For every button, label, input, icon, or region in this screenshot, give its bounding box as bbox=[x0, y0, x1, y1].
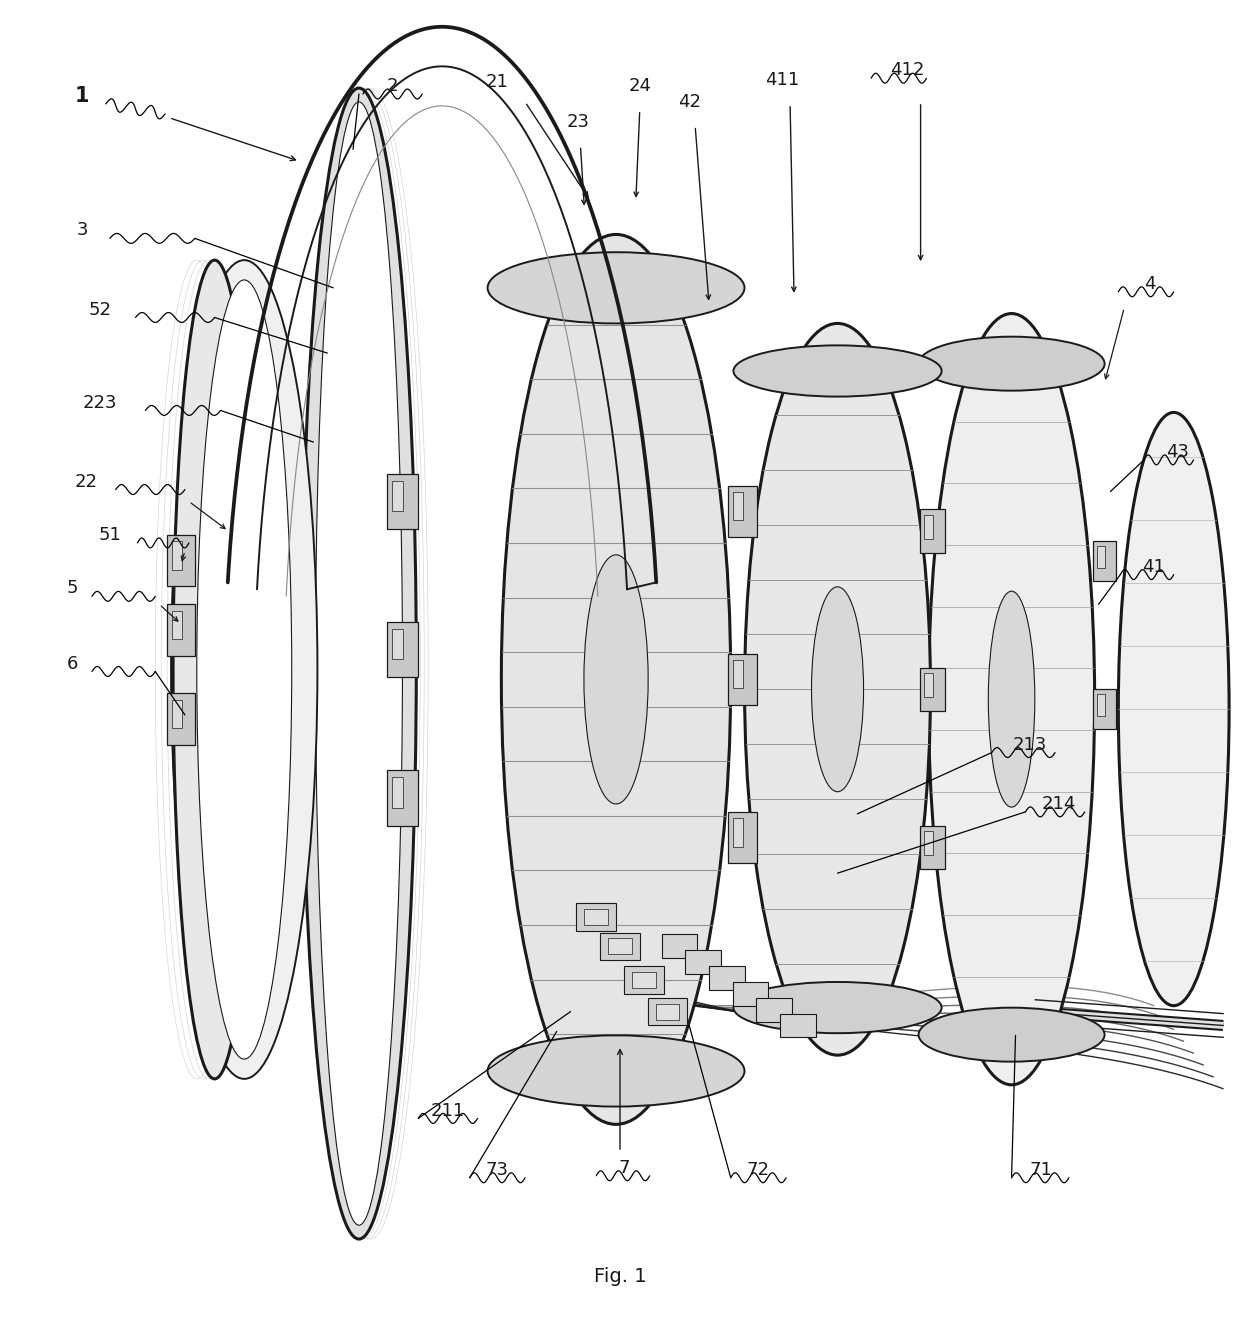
Text: 23: 23 bbox=[567, 112, 590, 131]
Bar bbox=[392, 629, 403, 659]
Text: 3: 3 bbox=[77, 221, 88, 240]
Ellipse shape bbox=[811, 586, 863, 791]
Ellipse shape bbox=[1118, 412, 1229, 1006]
Bar bbox=[920, 826, 945, 869]
Ellipse shape bbox=[487, 1035, 744, 1106]
Ellipse shape bbox=[919, 1008, 1105, 1062]
Bar bbox=[780, 1014, 816, 1038]
Bar bbox=[1097, 694, 1105, 716]
Text: 24: 24 bbox=[629, 78, 651, 95]
Text: 72: 72 bbox=[746, 1161, 770, 1178]
Text: 73: 73 bbox=[486, 1161, 508, 1178]
Ellipse shape bbox=[197, 280, 291, 1059]
Bar bbox=[728, 811, 758, 864]
Text: 22: 22 bbox=[74, 473, 98, 490]
Text: 51: 51 bbox=[98, 526, 122, 544]
Bar bbox=[686, 951, 720, 973]
Bar bbox=[1097, 546, 1105, 568]
Text: 412: 412 bbox=[889, 62, 924, 79]
Bar bbox=[756, 998, 792, 1022]
Ellipse shape bbox=[201, 528, 228, 811]
Bar bbox=[167, 604, 195, 656]
Bar bbox=[584, 909, 608, 925]
Bar bbox=[387, 623, 418, 678]
Bar bbox=[661, 935, 697, 959]
Bar bbox=[387, 474, 418, 529]
Ellipse shape bbox=[487, 252, 744, 324]
Bar bbox=[924, 514, 934, 538]
Bar bbox=[733, 981, 769, 1006]
Ellipse shape bbox=[929, 313, 1095, 1085]
Text: 214: 214 bbox=[1042, 795, 1076, 813]
Text: 213: 213 bbox=[1012, 735, 1047, 754]
Ellipse shape bbox=[171, 260, 317, 1079]
Bar bbox=[733, 660, 743, 688]
Text: 411: 411 bbox=[765, 71, 800, 90]
Bar bbox=[167, 694, 195, 744]
Bar bbox=[167, 536, 195, 586]
Text: 223: 223 bbox=[83, 394, 117, 411]
Bar bbox=[920, 668, 945, 711]
Bar bbox=[924, 832, 934, 856]
Text: Fig. 1: Fig. 1 bbox=[594, 1267, 646, 1287]
Bar bbox=[1092, 690, 1116, 728]
Bar bbox=[600, 932, 640, 960]
Bar bbox=[728, 653, 758, 706]
Bar bbox=[632, 972, 656, 988]
Ellipse shape bbox=[919, 336, 1105, 391]
Bar bbox=[924, 674, 934, 696]
Bar bbox=[733, 818, 743, 846]
Text: 71: 71 bbox=[1029, 1161, 1053, 1178]
Bar bbox=[387, 770, 418, 826]
Ellipse shape bbox=[733, 345, 941, 396]
Text: 42: 42 bbox=[678, 92, 701, 111]
Text: 41: 41 bbox=[1142, 557, 1166, 576]
Ellipse shape bbox=[301, 88, 417, 1239]
Text: 2: 2 bbox=[387, 78, 398, 95]
Bar bbox=[577, 902, 616, 931]
Text: 4: 4 bbox=[1145, 274, 1156, 293]
Bar bbox=[624, 967, 663, 994]
Ellipse shape bbox=[988, 592, 1035, 807]
Bar bbox=[656, 1004, 680, 1019]
Bar bbox=[608, 939, 632, 955]
Bar bbox=[647, 998, 687, 1026]
Ellipse shape bbox=[744, 324, 930, 1055]
Text: 211: 211 bbox=[430, 1102, 465, 1119]
Text: 43: 43 bbox=[1166, 443, 1189, 461]
Ellipse shape bbox=[584, 554, 649, 803]
Bar bbox=[392, 481, 403, 511]
Bar bbox=[728, 486, 758, 537]
Bar bbox=[709, 967, 744, 990]
Text: 7: 7 bbox=[619, 1158, 630, 1177]
Ellipse shape bbox=[315, 102, 403, 1225]
Text: 6: 6 bbox=[67, 655, 78, 672]
Bar bbox=[172, 700, 182, 728]
Text: 1: 1 bbox=[74, 86, 89, 106]
Bar bbox=[733, 491, 743, 521]
Text: 52: 52 bbox=[88, 300, 112, 319]
Ellipse shape bbox=[501, 234, 730, 1125]
Bar bbox=[172, 611, 182, 639]
Text: 21: 21 bbox=[486, 74, 508, 91]
Text: 5: 5 bbox=[67, 580, 78, 597]
Ellipse shape bbox=[174, 260, 257, 1079]
Bar bbox=[920, 509, 945, 553]
Bar bbox=[1092, 541, 1116, 581]
Ellipse shape bbox=[733, 981, 941, 1034]
Bar bbox=[392, 777, 403, 807]
Bar bbox=[172, 541, 182, 569]
